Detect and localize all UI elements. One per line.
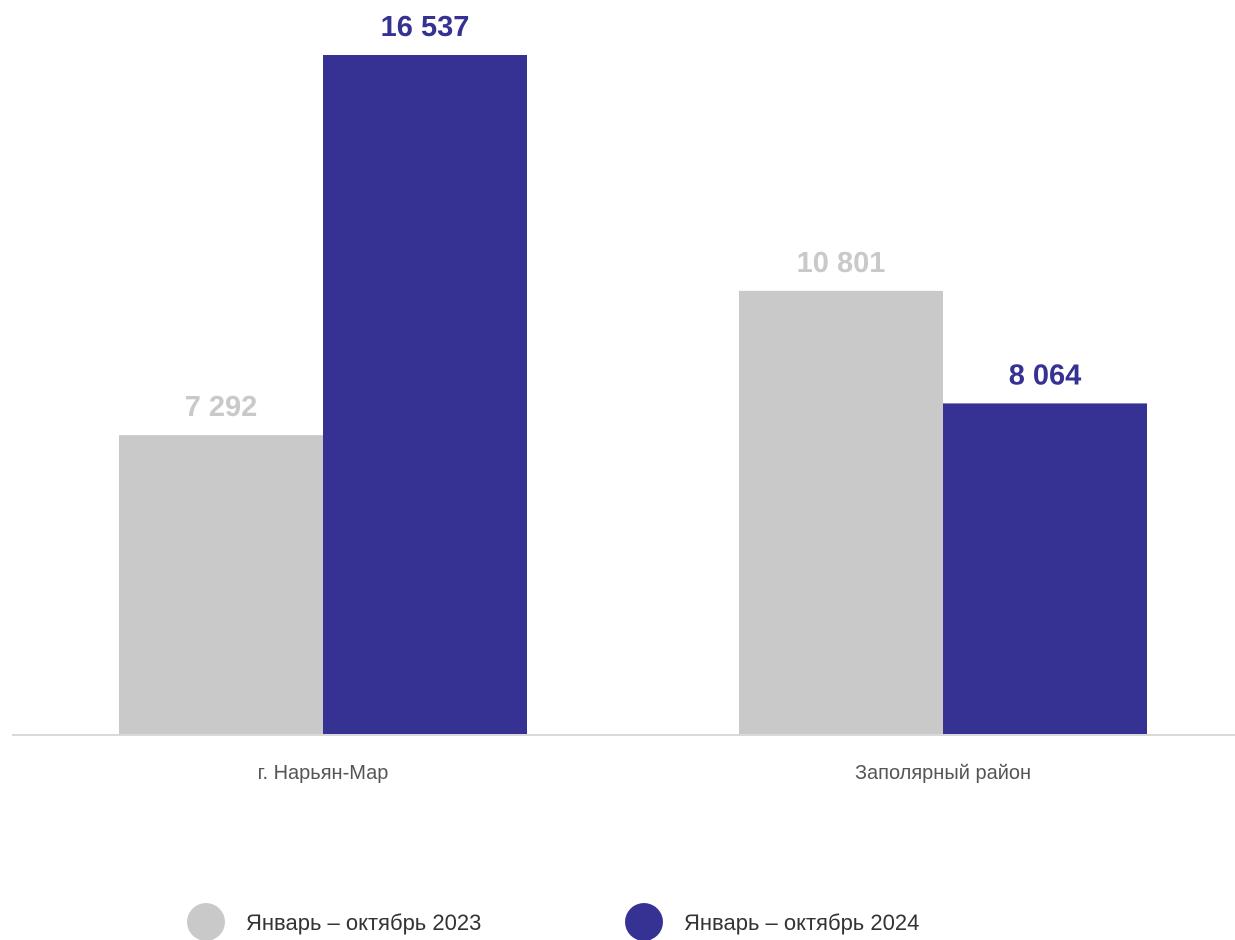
bar-1-0 bbox=[739, 290, 943, 735]
bar-0-1 bbox=[323, 55, 527, 735]
legend: Январь – октябрь 2023 Январь – октябрь 20… bbox=[187, 903, 919, 940]
category-label-0: г. Нарьян-Мар bbox=[258, 762, 389, 784]
bar-0-0 bbox=[119, 435, 323, 735]
bar-1-1 bbox=[943, 403, 1147, 735]
value-label-0-0: 7 292 bbox=[185, 391, 258, 423]
legend-marker-0 bbox=[187, 903, 225, 940]
category-labels-group: г. Нарьян-Мар Заполярный район bbox=[258, 762, 1031, 784]
legend-marker-1 bbox=[625, 903, 663, 940]
legend-label-1: Январь – октябрь 2024 bbox=[684, 910, 919, 935]
value-label-0-1: 16 537 bbox=[381, 11, 470, 43]
legend-label-0: Январь – октябрь 2023 bbox=[246, 910, 481, 935]
value-label-1-0: 10 801 bbox=[797, 247, 886, 279]
bars-group bbox=[119, 55, 1147, 735]
category-label-1: Заполярный район bbox=[855, 762, 1031, 784]
value-label-1-1: 8 064 bbox=[1009, 359, 1082, 391]
value-labels-group: 7 292 16 537 10 801 8 064 bbox=[185, 11, 1082, 423]
